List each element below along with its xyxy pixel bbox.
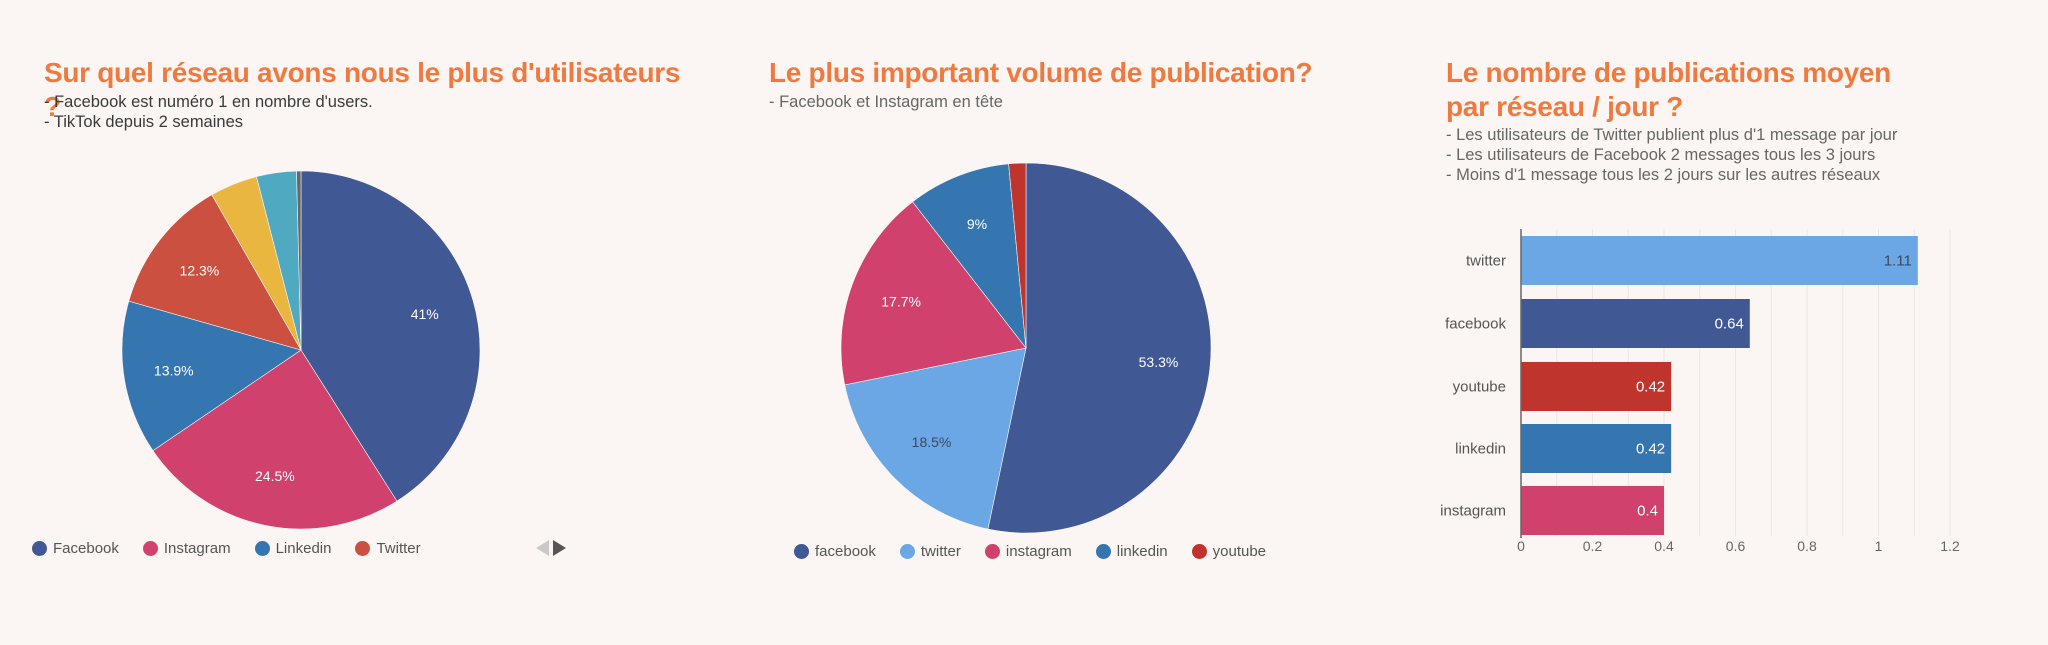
bar-value-label: 1.11 bbox=[1884, 253, 1912, 270]
pie-slice[interactable] bbox=[840, 201, 1027, 386]
legend-item[interactable]: linkedin bbox=[1095, 543, 1168, 560]
slice-label: 41% bbox=[411, 306, 439, 322]
slice-label: 18.5% bbox=[912, 434, 952, 450]
bar[interactable] bbox=[1521, 486, 1664, 535]
legend-label: twitter bbox=[920, 543, 961, 560]
bar-value-label: 0.64 bbox=[1715, 316, 1744, 333]
legend-next-icon[interactable] bbox=[553, 540, 566, 556]
slice-label: 9% bbox=[967, 216, 987, 232]
note-line: - Facebook est numéro 1 en nombre d'user… bbox=[44, 93, 373, 111]
category-label: instagram bbox=[1440, 503, 1506, 520]
chart-title: Le nombre de publications moyen par rése… bbox=[1446, 56, 1891, 124]
chart-notes: - Les utilisateurs de Twitter publient p… bbox=[1446, 125, 1897, 185]
x-tick-label: 0.8 bbox=[1797, 538, 1817, 554]
title-line: par réseau / jour ? bbox=[1446, 91, 1684, 122]
x-tick-label: 0.4 bbox=[1654, 538, 1674, 554]
slice-label: 17.7% bbox=[881, 294, 921, 310]
legend-dot-icon bbox=[142, 541, 158, 556]
title-line: Le nombre de publications moyen bbox=[1446, 57, 1891, 88]
category-label: twitter bbox=[1466, 253, 1506, 270]
pie-slice[interactable] bbox=[152, 349, 398, 530]
pie-chart-users[interactable]: 41% 24.5% 13.9% 12.3% bbox=[0, 0, 700, 645]
note-line: - Facebook et Instagram en tête bbox=[769, 93, 1003, 111]
x-tick-label: 1 bbox=[1875, 538, 1883, 554]
category-label: facebook bbox=[1445, 316, 1506, 333]
legend-item[interactable]: twitter bbox=[899, 543, 961, 560]
bar[interactable] bbox=[1521, 236, 1918, 285]
legend-dot-icon bbox=[794, 544, 809, 559]
category-label: youtube bbox=[1453, 379, 1506, 396]
chart-notes: - Facebook est numéro 1 en nombre d'user… bbox=[44, 92, 373, 132]
legend-label: instagram bbox=[1005, 543, 1072, 560]
bar-value-label: 0.42 bbox=[1636, 441, 1665, 458]
legend-dot-icon bbox=[1191, 544, 1207, 559]
pie-slice[interactable] bbox=[912, 163, 1027, 349]
legend-item[interactable]: facebook bbox=[794, 543, 876, 560]
legend-item[interactable]: Facebook bbox=[32, 540, 119, 557]
x-tick-label: 0.2 bbox=[1583, 538, 1603, 554]
legend-dot-icon bbox=[984, 544, 1000, 559]
legend-label: linkedin bbox=[1116, 543, 1168, 560]
legend-item[interactable]: youtube bbox=[1191, 543, 1267, 560]
note-line: - Moins d'1 message tous les 2 jours sur… bbox=[1446, 166, 1881, 184]
pie-slice[interactable] bbox=[121, 300, 302, 452]
legend-prev-icon[interactable] bbox=[536, 540, 549, 556]
legend-pager bbox=[536, 540, 566, 556]
pie-slice[interactable] bbox=[128, 194, 302, 351]
category-label: linkedin bbox=[1455, 441, 1506, 458]
legend-item[interactable]: Linkedin bbox=[254, 540, 332, 557]
note-line: - TikTok depuis 2 semaines bbox=[44, 113, 244, 131]
slice-label: 12.3% bbox=[180, 263, 220, 279]
legend-label: facebook bbox=[815, 543, 876, 560]
chart-legend: facebook twitter instagram linkedin youtube bbox=[794, 543, 1290, 560]
slice-label: 24.5% bbox=[255, 468, 295, 484]
x-tick-label: 0.6 bbox=[1726, 538, 1746, 554]
note-line: - Les utilisateurs de Facebook 2 message… bbox=[1446, 146, 1876, 164]
chart-legend: Facebook Instagram Linkedin Twitter bbox=[32, 540, 445, 557]
bar[interactable] bbox=[1521, 424, 1672, 473]
legend-dot-icon bbox=[899, 544, 915, 559]
legend-label: Linkedin bbox=[275, 540, 332, 557]
pie-slice[interactable] bbox=[844, 347, 1027, 530]
legend-dot-icon bbox=[32, 541, 47, 556]
chart-notes: - Facebook et Instagram en tête bbox=[769, 92, 1003, 112]
legend-dot-icon bbox=[1095, 544, 1111, 559]
legend-label: youtube bbox=[1212, 543, 1267, 560]
bar-value-label: 0.42 bbox=[1636, 379, 1665, 396]
panel-publication-volume: Le plus important volume de publication?… bbox=[0, 0, 1400, 645]
bar[interactable] bbox=[1521, 299, 1750, 348]
legend-label: Facebook bbox=[53, 540, 119, 557]
x-tick-label: 1.2 bbox=[1940, 538, 1960, 554]
pie-slice[interactable] bbox=[1008, 162, 1027, 349]
legend-item[interactable]: Twitter bbox=[355, 540, 421, 557]
panel-users: Sur quel réseau avons nous le plus d'uti… bbox=[0, 0, 700, 645]
bar[interactable] bbox=[1521, 362, 1672, 411]
legend-item[interactable]: instagram bbox=[984, 543, 1072, 560]
slice-label: 53.3% bbox=[1139, 354, 1179, 370]
chart-title: Le plus important volume de publication? bbox=[769, 57, 1313, 88]
pie-slice[interactable] bbox=[296, 170, 302, 351]
pie-slice[interactable] bbox=[300, 170, 481, 502]
pie-slice[interactable] bbox=[987, 162, 1212, 534]
chart-title: Sur quel réseau avons nous le plus d'uti… bbox=[44, 57, 681, 122]
legend-label: Twitter bbox=[376, 540, 421, 557]
legend-item[interactable]: Instagram bbox=[142, 540, 231, 557]
legend-dot-icon bbox=[254, 541, 270, 556]
legend-dot-icon bbox=[355, 541, 371, 556]
bar-value-label: 0.4 bbox=[1637, 503, 1658, 520]
legend-label: Instagram bbox=[163, 540, 231, 557]
note-line: - Les utilisateurs de Twitter publient p… bbox=[1446, 126, 1898, 144]
x-tick-label: 0 bbox=[1517, 538, 1525, 554]
slice-label: 13.9% bbox=[154, 363, 194, 379]
pie-chart-publication-volume[interactable]: 53.3% 18.5% 17.7% 9% bbox=[0, 0, 1400, 645]
